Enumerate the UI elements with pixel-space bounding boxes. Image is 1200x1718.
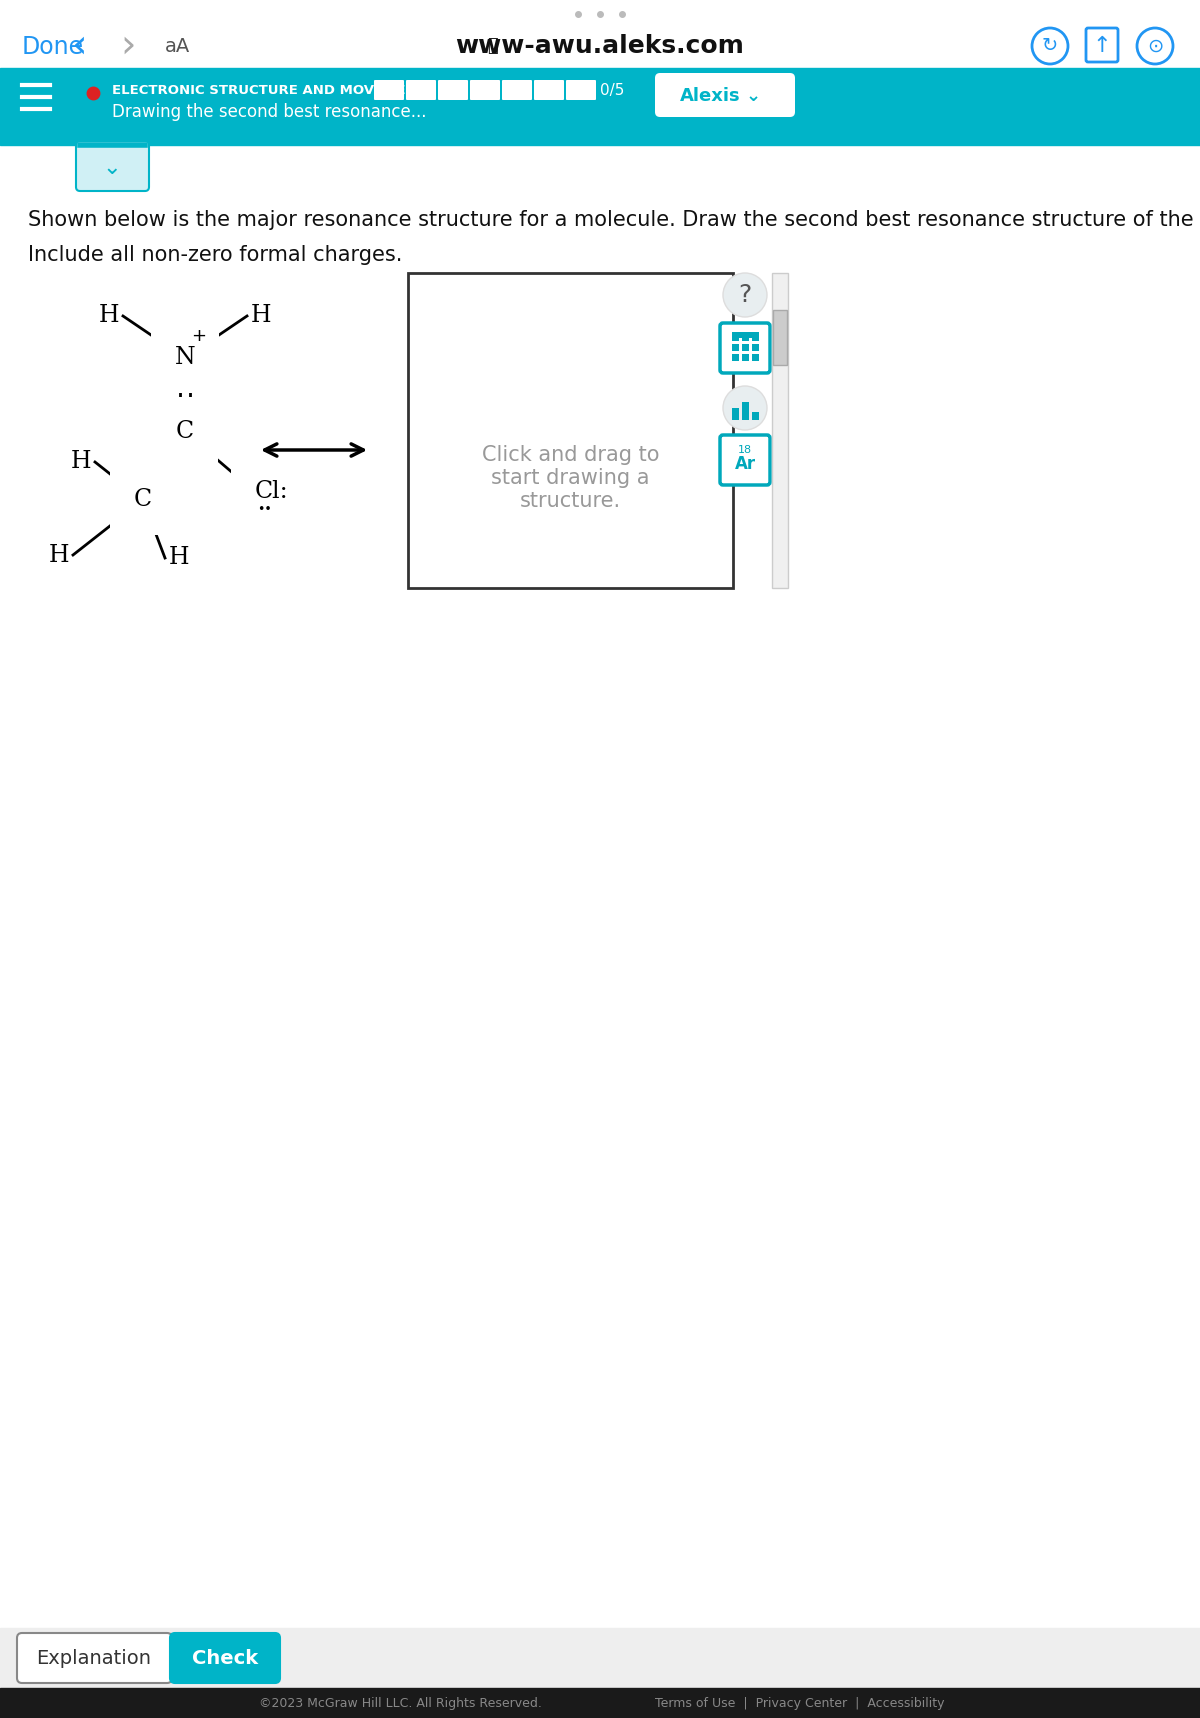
Text: ↻: ↻ [1042,36,1058,55]
Text: 0/5: 0/5 [600,84,624,98]
Text: Check: Check [192,1649,258,1668]
Text: ›: › [120,27,136,65]
Text: www-awu.aleks.com: www-awu.aleks.com [456,34,744,58]
Bar [732,407,739,419]
FancyBboxPatch shape [76,141,149,191]
Text: ELECTRONIC STRUCTURE AND MOVEMENT: ELECTRONIC STRUCTURE AND MOVEMENT [112,84,426,96]
Circle shape [722,273,767,318]
FancyBboxPatch shape [1086,27,1118,62]
Bar [742,354,749,361]
Text: Alexis: Alexis [679,88,740,105]
Text: aA: aA [166,36,191,55]
Text: H: H [71,450,91,474]
Bar [752,412,760,419]
Bar [732,332,760,338]
Bar [408,273,733,588]
Text: Terms of Use  |  Privacy Center  |  Accessibility: Terms of Use | Privacy Center | Accessib… [655,1696,944,1709]
FancyBboxPatch shape [406,81,436,100]
Text: Explanation: Explanation [36,1649,151,1668]
Text: Cl:: Cl: [256,481,289,503]
Bar [752,344,760,350]
Bar [0,1689,1200,1718]
Text: ⌄: ⌄ [103,158,121,179]
Text: Drawing the second best resonance...: Drawing the second best resonance... [112,103,426,120]
Text: H: H [169,546,190,569]
Bar [773,309,787,364]
Text: Include all non-zero formal charges.: Include all non-zero formal charges. [28,246,402,265]
FancyBboxPatch shape [170,1634,280,1684]
Text: Ar: Ar [734,455,756,472]
Text: 18: 18 [738,445,752,455]
FancyBboxPatch shape [720,435,770,484]
Bar [752,354,760,361]
Text: ‹: ‹ [72,27,88,65]
Bar [0,69,1200,144]
Text: H: H [48,543,70,567]
Text: ?: ? [738,283,751,308]
Text: Click and drag to
start drawing a
structure.: Click and drag to start drawing a struct… [481,445,659,510]
FancyBboxPatch shape [17,1634,172,1684]
FancyBboxPatch shape [438,81,468,100]
Text: ⌄: ⌄ [745,88,761,105]
Text: 🔒: 🔒 [487,38,497,55]
FancyBboxPatch shape [534,81,564,100]
FancyBboxPatch shape [720,323,770,373]
Bar [732,344,739,350]
Text: H: H [251,304,271,328]
FancyBboxPatch shape [470,81,500,100]
Text: ©2023 McGraw Hill LLC. All Rights Reserved.: ©2023 McGraw Hill LLC. All Rights Reserv… [258,1696,541,1709]
Bar [732,354,739,361]
Text: ⊙: ⊙ [1147,36,1163,55]
Bar [742,333,749,340]
FancyBboxPatch shape [374,81,404,100]
Bar [732,333,739,340]
Text: ↑: ↑ [1093,36,1111,57]
Circle shape [722,387,767,430]
Bar [742,344,749,350]
Text: H: H [98,304,119,328]
Text: +: + [192,326,206,345]
Bar [0,1629,1200,1689]
Text: C: C [176,421,194,443]
Text: Done: Done [22,34,84,58]
FancyBboxPatch shape [566,81,596,100]
Text: N: N [175,347,196,369]
Bar [742,402,749,419]
Text: C: C [134,488,152,512]
Bar [752,333,760,340]
Text: Shown below is the major resonance structure for a molecule. Draw the second bes: Shown below is the major resonance struc… [28,210,1194,230]
FancyBboxPatch shape [502,81,532,100]
Bar [772,273,788,588]
Text: ••: •• [257,502,271,515]
FancyBboxPatch shape [655,72,796,117]
